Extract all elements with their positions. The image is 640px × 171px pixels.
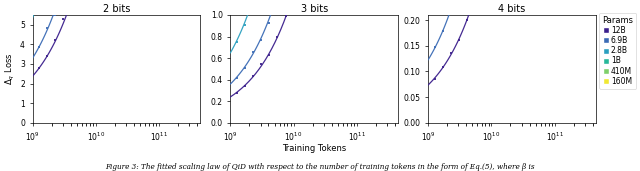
Point xyxy=(232,40,242,43)
Title: 4 bits: 4 bits xyxy=(499,4,525,14)
Point xyxy=(34,66,44,69)
Point xyxy=(50,39,60,41)
Point xyxy=(240,85,250,88)
Point xyxy=(280,15,291,18)
Point xyxy=(429,78,440,81)
Point xyxy=(445,11,456,14)
Point xyxy=(232,92,242,95)
Point xyxy=(462,19,472,21)
Point xyxy=(240,24,250,26)
Text: Figure 3: The fitted scaling law of QiD with respect to the number of training t: Figure 3: The fitted scaling law of QiD … xyxy=(105,163,535,171)
Point xyxy=(248,75,258,77)
Title: 2 bits: 2 bits xyxy=(102,4,130,14)
Point xyxy=(445,52,456,54)
Point xyxy=(438,29,448,32)
Title: 3 bits: 3 bits xyxy=(301,4,328,14)
Point xyxy=(50,14,60,16)
Point xyxy=(273,35,283,38)
Legend: 12B, 6.9B, 2.8B, 1B, 410M, 160M: 12B, 6.9B, 2.8B, 1B, 410M, 160M xyxy=(599,13,636,89)
Y-axis label: $\Delta_q$ Loss: $\Delta_q$ Loss xyxy=(4,52,17,85)
Point xyxy=(438,66,448,68)
Point xyxy=(264,22,275,24)
Point xyxy=(429,45,440,48)
Point xyxy=(454,39,464,41)
Point xyxy=(264,54,275,57)
Point xyxy=(42,26,52,29)
Point xyxy=(42,55,52,58)
Point xyxy=(232,77,242,80)
Point xyxy=(248,50,258,53)
Point xyxy=(256,39,266,42)
Point xyxy=(256,62,266,65)
Point xyxy=(240,66,250,69)
Point xyxy=(58,18,68,21)
X-axis label: Training Tokens: Training Tokens xyxy=(282,144,346,153)
Point xyxy=(34,45,44,48)
